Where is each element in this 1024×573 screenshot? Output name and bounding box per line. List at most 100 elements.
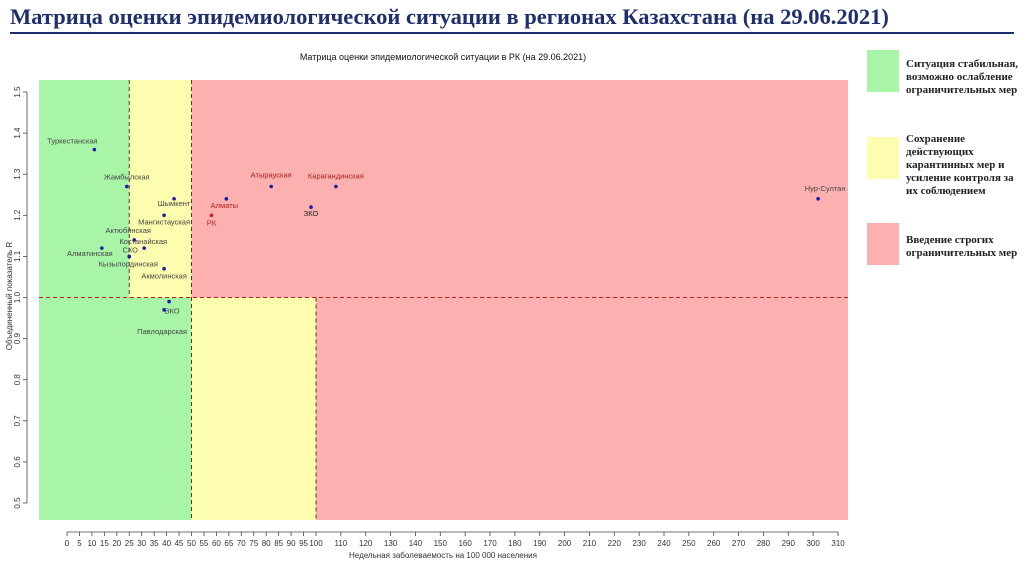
- legend-text-red: Введение строгих ограничительных мер: [906, 234, 1018, 259]
- x-tick-label: 200: [558, 539, 572, 548]
- x-tick-label: 70: [237, 539, 246, 548]
- y-tick-label: 0.9: [13, 332, 22, 344]
- legend-text-green: Ситуация стабильная, возможно ослабление…: [906, 58, 1019, 96]
- point-11: [162, 308, 166, 312]
- x-tick-label: 65: [224, 539, 233, 548]
- point-7: [100, 246, 104, 250]
- x-tick-label: 280: [757, 539, 771, 548]
- zone-rect-2: [191, 80, 848, 298]
- x-tick-label: 80: [262, 539, 271, 548]
- x-tick-label: 170: [483, 539, 497, 548]
- y-tick-label: 0.8: [13, 374, 22, 386]
- point-15: [334, 184, 338, 189]
- slide-title: Матрица оценки эпидемиологической ситуац…: [10, 4, 889, 29]
- x-tick-label: 190: [533, 539, 547, 548]
- x-tick-label: 45: [175, 539, 184, 548]
- y-axis-label: Объединенный показатель R: [5, 242, 14, 351]
- point-label-7: Алматинская: [67, 249, 113, 258]
- y-tick-label: 0.6: [13, 456, 22, 468]
- x-tick-label: 85: [274, 539, 283, 548]
- data-points: [92, 147, 820, 312]
- point-label-1: Жамбылская: [104, 173, 150, 182]
- point-label-4: Актюбинская: [105, 226, 150, 235]
- x-tick-label: 120: [359, 539, 373, 548]
- point-label-14: Атырауская: [251, 171, 292, 180]
- y-tick-label: 0.7: [13, 415, 22, 427]
- x-tick-label: 240: [657, 539, 671, 548]
- epidemic-matrix-chart: Матрица оценки эпидемиологической ситуац…: [5, 52, 848, 560]
- point-1: [124, 184, 129, 189]
- x-tick-label: 10: [87, 539, 96, 548]
- x-tick-label: 140: [409, 539, 423, 548]
- point-label-9: Акмолинская: [141, 272, 187, 281]
- x-tick-label: 100: [309, 539, 323, 548]
- x-tick-label: 180: [508, 539, 522, 548]
- legend-text-yellow: Сохранение действующих карантинных мер и…: [906, 133, 1014, 197]
- zone-rect-5: [316, 297, 848, 520]
- x-tick-label: 75: [249, 539, 258, 548]
- axes: 0 5 10 15 20 25 30 35 40 45 50 55 60 65 70 75 80 85 90 95 10…: [13, 86, 845, 548]
- x-tick-label: 55: [199, 539, 208, 548]
- zone-rect-4: [191, 297, 316, 520]
- y-tick-label: 1.2: [13, 209, 22, 221]
- x-axis-label: Недельная заболеваемость на 100 000 насе…: [349, 551, 537, 560]
- point-label-10: ВКО: [165, 307, 180, 316]
- x-tick-label: 90: [287, 539, 296, 548]
- x-tick-label: 60: [212, 539, 221, 548]
- x-tick-label: 40: [162, 539, 171, 548]
- point-label-15: Карагандинская: [308, 172, 364, 181]
- point-label-8: Кызылординская: [99, 259, 158, 268]
- x-tick-label: 150: [434, 539, 448, 548]
- x-tick-label: 25: [125, 539, 134, 548]
- zone-rect-0: [39, 80, 130, 298]
- point-8: [127, 254, 132, 259]
- x-tick-label: 50: [187, 539, 196, 548]
- zone-boundaries: [39, 80, 848, 520]
- y-tick-label: 1.5: [13, 86, 22, 98]
- point-17: [816, 197, 820, 201]
- y-tick-label: 1.1: [13, 250, 22, 262]
- y-tick-label: 1.3: [13, 168, 22, 180]
- legend-swatch-yellow: [867, 137, 899, 179]
- point-16: [309, 205, 313, 209]
- point-label-3: Мангистауская: [138, 217, 190, 226]
- point-label-11: Павлодарская: [137, 327, 187, 336]
- x-tick-label: 210: [583, 539, 597, 548]
- x-tick-label: 160: [458, 539, 472, 548]
- x-tick-label: 0: [65, 539, 70, 548]
- x-tick-label: 310: [831, 539, 845, 548]
- x-tick-label: 220: [608, 539, 622, 548]
- x-tick-label: 250: [682, 539, 696, 548]
- x-tick-label: 30: [137, 539, 146, 548]
- point-label-16: ЗКО: [304, 209, 319, 218]
- x-tick-label: 270: [732, 539, 746, 548]
- point-4: [132, 238, 137, 242]
- x-tick-label: 5: [77, 539, 82, 548]
- legend-swatch-red: [867, 223, 899, 265]
- title-divider: [10, 32, 1014, 34]
- x-tick-label: 290: [782, 539, 796, 548]
- x-tick-label: 35: [150, 539, 159, 548]
- zone-rect-1: [129, 80, 192, 298]
- point-3: [162, 213, 166, 218]
- x-tick-label: 130: [384, 539, 398, 548]
- point-6: [142, 246, 146, 250]
- point-9: [162, 266, 166, 271]
- point-12: [224, 197, 229, 201]
- y-tick-label: 1.4: [13, 127, 22, 139]
- point-labels: Туркестанская Жамбылская Шымкент Мангистаус…: [47, 137, 845, 336]
- zone-backgrounds: [39, 80, 848, 520]
- point-0: [92, 147, 97, 152]
- x-tick-label: 230: [632, 539, 646, 548]
- point-label-5: СКО: [122, 245, 138, 254]
- x-tick-label: 95: [299, 539, 308, 548]
- y-tick-label: 1.0: [13, 291, 22, 303]
- point-2: [172, 197, 176, 201]
- x-tick-label: 260: [707, 539, 721, 548]
- point-label-2: Шымкент: [158, 199, 191, 208]
- x-tick-label: 110: [334, 539, 347, 548]
- point-label-13: РК: [207, 218, 217, 227]
- point-13: [209, 213, 214, 218]
- legend-swatch-green: [867, 50, 899, 92]
- zone-rect-3: [39, 297, 192, 520]
